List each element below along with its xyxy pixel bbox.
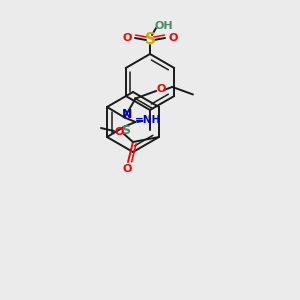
Text: S: S (121, 124, 130, 137)
Text: N: N (122, 108, 132, 121)
Text: O: O (157, 84, 166, 94)
Text: O: O (122, 33, 132, 43)
Text: =NH: =NH (134, 115, 160, 125)
Text: O: O (114, 127, 124, 137)
Text: OH: OH (155, 21, 173, 31)
Text: O: O (168, 33, 178, 43)
Text: O: O (122, 164, 132, 174)
Text: S: S (145, 32, 155, 47)
